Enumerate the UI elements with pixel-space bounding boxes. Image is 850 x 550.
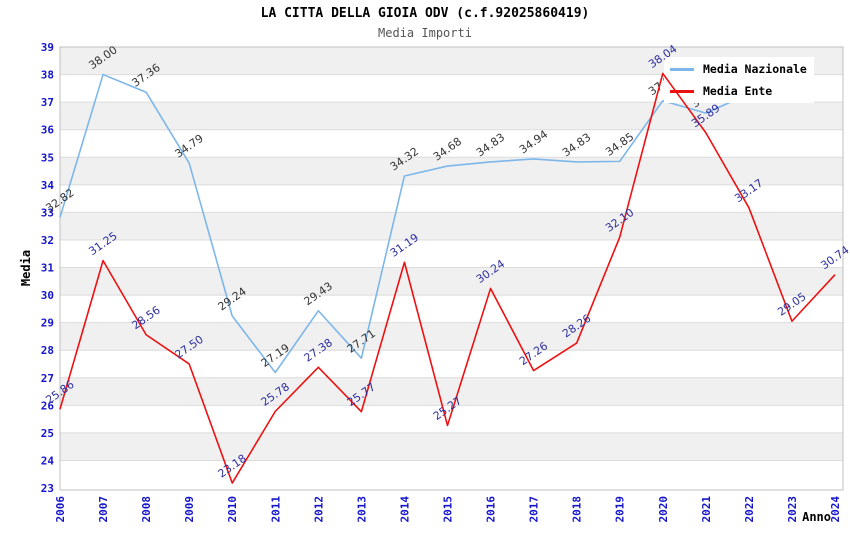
value-label-media-nazionale: 34.94	[517, 128, 550, 157]
legend-item-media-nazionale: Media Nazionale	[670, 62, 808, 76]
legend-line-swatch-red	[670, 89, 694, 93]
x-tick-label: 2017	[528, 496, 541, 523]
legend-label: Media Nazionale	[703, 62, 807, 76]
x-tick-label: 2006	[54, 496, 67, 523]
grid-band	[60, 157, 843, 185]
x-tick-label: 2019	[614, 496, 627, 523]
x-axis-title: Anno	[802, 510, 831, 524]
x-tick-label: 2008	[140, 496, 153, 523]
legend-label: Media Ente	[703, 84, 773, 98]
chart-title: LA CITTA DELLA GIOIA ODV (c.f.9202586041…	[260, 6, 590, 21]
x-tick-label: 2021	[700, 496, 713, 523]
y-tick-label: 36	[41, 124, 55, 137]
grid-band	[60, 432, 843, 461]
value-label-media-nazionale: 34.83	[474, 131, 507, 160]
legend-line-swatch-blue	[670, 67, 694, 71]
y-tick-label: 39	[41, 41, 54, 54]
y-axis-title: Media	[19, 250, 33, 286]
chart-legend: Media Nazionale Media Ente	[664, 57, 814, 103]
y-tick-label: 37	[41, 96, 54, 109]
x-tick-label: 2010	[226, 496, 239, 523]
x-tick-label: 2009	[183, 496, 196, 523]
value-label-media-nazionale: 34.83	[560, 131, 593, 160]
grid-band	[60, 322, 843, 351]
y-tick-label: 35	[41, 151, 54, 164]
x-tick-label: 2007	[97, 496, 110, 523]
x-tick-label: 2022	[743, 496, 756, 523]
y-tick-label: 28	[41, 344, 54, 357]
x-tick-label: 2013	[355, 496, 368, 523]
value-label-media-nazionale: 34.79	[173, 132, 206, 161]
x-tick-label: 2020	[657, 496, 670, 523]
x-tick-label: 2011	[269, 496, 282, 523]
grid-band	[60, 102, 843, 130]
x-tick-label: 2016	[485, 496, 498, 523]
y-tick-label: 38	[41, 69, 54, 82]
y-tick-label: 33	[41, 206, 54, 219]
y-tick-label: 26	[41, 399, 55, 412]
x-tick-label: 2012	[312, 496, 325, 523]
y-tick-label: 30	[41, 289, 54, 302]
grid-band	[60, 377, 843, 406]
x-tick-label: 2023	[786, 496, 799, 523]
grid-band	[60, 267, 843, 296]
y-tick-label: 25	[41, 427, 54, 440]
y-tick-label: 32	[41, 234, 54, 247]
x-tick-label: 2015	[442, 496, 455, 523]
y-tick-label: 27	[41, 372, 54, 385]
legend-item-media-ente: Media Ente	[670, 84, 808, 98]
chart-subtitle: Media Importi	[378, 26, 472, 40]
x-tick-label: 2014	[398, 496, 411, 523]
y-tick-label: 34	[41, 179, 55, 192]
grid-band	[60, 212, 843, 240]
y-tick-label: 29	[41, 317, 54, 330]
x-tick-label: 2024	[829, 496, 842, 523]
y-tick-label: 23	[41, 482, 54, 495]
x-tick-label: 2018	[571, 496, 584, 523]
y-tick-label: 24	[41, 454, 55, 467]
y-tick-label: 31	[41, 262, 55, 275]
